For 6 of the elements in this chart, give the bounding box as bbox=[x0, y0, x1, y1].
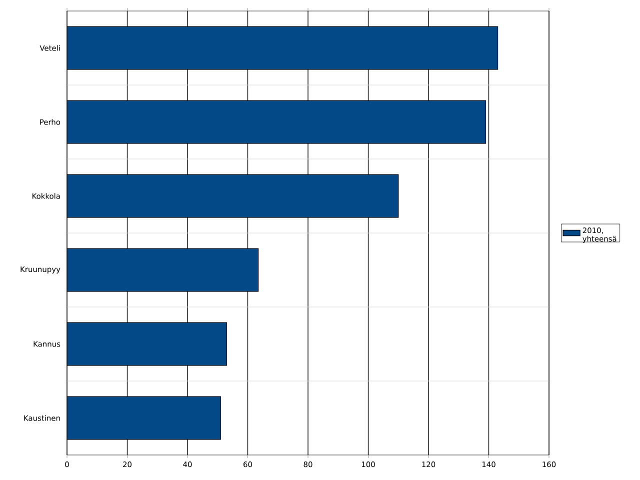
bar bbox=[67, 248, 259, 292]
bar bbox=[67, 100, 486, 144]
bar bbox=[67, 26, 498, 70]
bar bbox=[67, 396, 221, 440]
bar bbox=[67, 322, 227, 366]
bar bbox=[67, 174, 399, 218]
